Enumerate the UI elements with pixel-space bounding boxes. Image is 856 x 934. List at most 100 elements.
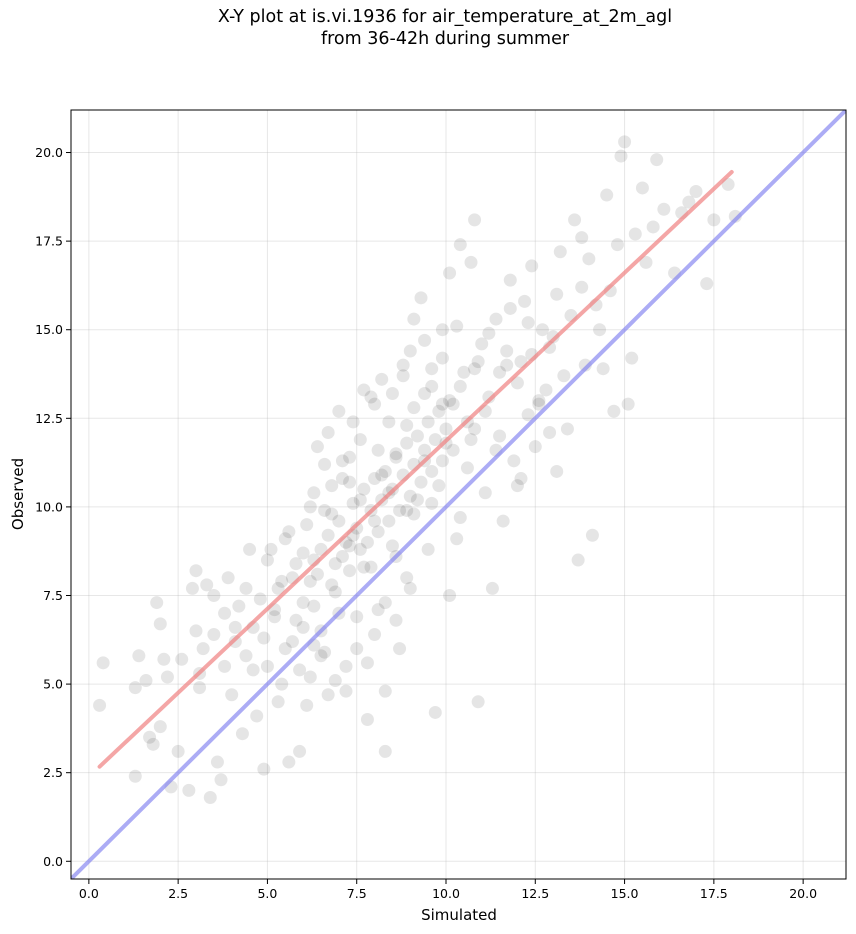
data-point [500, 344, 514, 358]
plot-frame [70, 109, 847, 880]
data-point [153, 720, 167, 734]
data-points [93, 135, 742, 804]
data-point [410, 429, 424, 443]
data-point [510, 376, 524, 390]
data-point [628, 227, 642, 241]
data-point [139, 674, 153, 688]
data-point [260, 553, 274, 567]
data-point [368, 397, 382, 411]
data-point [468, 213, 482, 227]
data-point [339, 659, 353, 673]
data-point [585, 528, 599, 542]
data-point [343, 475, 357, 489]
data-point [543, 425, 557, 439]
data-point [189, 624, 203, 638]
data-point [382, 415, 396, 429]
data-point [282, 525, 296, 539]
y-axis-ticks: 0.0 2.5 5.0 7.5 10.0 12.5 15.0 17.5 20.0 [35, 145, 71, 869]
data-point [635, 181, 649, 195]
data-point [203, 790, 217, 804]
data-point [400, 571, 414, 585]
data-point [407, 507, 421, 521]
y-tick-label: 15.0 [35, 322, 63, 337]
data-point [568, 213, 582, 227]
data-point [460, 461, 474, 475]
data-point [393, 642, 407, 656]
y-tick-label: 20.0 [35, 145, 63, 160]
data-point [314, 649, 328, 663]
data-point [353, 433, 367, 447]
data-point [143, 730, 157, 744]
data-point [343, 564, 357, 578]
data-point [285, 635, 299, 649]
data-point [307, 486, 321, 500]
data-point [307, 599, 321, 613]
data-point [464, 433, 478, 447]
data-point [400, 418, 414, 432]
data-point [253, 592, 267, 606]
data-point [243, 542, 257, 556]
x-axis-label: Simulated [421, 906, 497, 924]
data-point [153, 617, 167, 631]
regression-line [97, 170, 734, 769]
data-point [132, 649, 146, 663]
y-tick-label: 2.5 [43, 765, 63, 780]
data-point [357, 482, 371, 496]
data-point [550, 287, 564, 301]
data-point [200, 578, 214, 592]
data-point [450, 532, 464, 546]
x-tick-label: 10.0 [432, 886, 460, 901]
data-point [275, 677, 289, 691]
y-tick-label: 12.5 [35, 411, 63, 426]
data-point [293, 744, 307, 758]
data-point [335, 472, 349, 486]
x-tick-label: 15.0 [611, 886, 639, 901]
data-point [325, 479, 339, 493]
data-point [600, 188, 614, 202]
data-point [432, 479, 446, 493]
reference-lines [71, 110, 846, 879]
data-point [639, 255, 653, 269]
data-point [332, 514, 346, 528]
data-point [303, 670, 317, 684]
data-point [346, 496, 360, 510]
x-axis-ticks: 0.0 2.5 5.0 7.5 10.0 12.5 15.0 17.5 20.0 [79, 879, 817, 901]
data-point [428, 705, 442, 719]
data-point [318, 645, 332, 659]
data-point [218, 606, 232, 620]
data-point [296, 546, 310, 560]
y-tick-label: 17.5 [35, 234, 63, 249]
data-point [428, 433, 442, 447]
data-point [418, 443, 432, 457]
chart-title-line-1: X-Y plot at is.vi.1936 for air_temperatu… [217, 7, 673, 27]
data-point [264, 542, 278, 556]
data-point [289, 557, 303, 571]
data-point [646, 220, 660, 234]
data-point [350, 521, 364, 535]
y-tick-label: 0.0 [43, 854, 63, 869]
data-point [425, 464, 439, 478]
x-tick-label: 12.5 [521, 886, 549, 901]
data-point [378, 464, 392, 478]
data-point [414, 291, 428, 305]
data-point [435, 351, 449, 365]
data-point [300, 518, 314, 532]
data-point [182, 783, 196, 797]
data-point [293, 663, 307, 677]
data-point [557, 369, 571, 383]
data-point [325, 507, 339, 521]
data-point [414, 475, 428, 489]
data-point [225, 688, 239, 702]
data-point [503, 273, 517, 287]
data-point [468, 362, 482, 376]
data-point [471, 695, 485, 709]
data-point [389, 447, 403, 461]
data-point [432, 404, 446, 418]
data-point [418, 387, 432, 401]
data-point [468, 422, 482, 436]
data-point [371, 443, 385, 457]
data-point [625, 351, 639, 365]
data-point [482, 326, 496, 340]
data-point [271, 581, 285, 595]
